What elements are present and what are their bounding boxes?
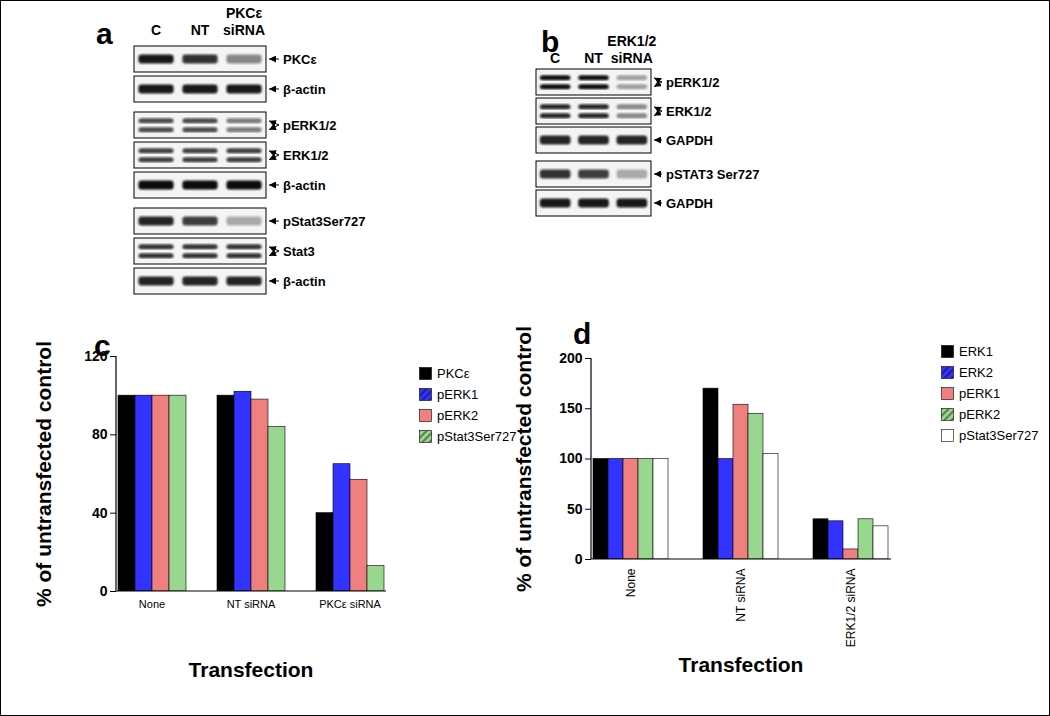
svg-text:PKCε siRNA: PKCε siRNA	[319, 598, 381, 610]
svg-text:pERK1/2: pERK1/2	[283, 118, 336, 133]
svg-text:NT siRNA: NT siRNA	[734, 569, 748, 622]
svg-text:NT: NT	[191, 22, 210, 38]
svg-text:β-actin: β-actin	[283, 274, 326, 289]
svg-text:C: C	[151, 22, 161, 38]
svg-text:Transfection: Transfection	[189, 658, 314, 681]
svg-text:150: 150	[559, 400, 583, 416]
svg-text:0: 0	[100, 583, 108, 599]
svg-text:GAPDH: GAPDH	[666, 133, 713, 148]
svg-text:100: 100	[559, 450, 583, 466]
svg-text:NT siRNA: NT siRNA	[227, 598, 276, 610]
svg-text:Transfection: Transfection	[679, 653, 804, 676]
svg-text:PKCε: PKCε	[226, 5, 263, 21]
svg-text:pERK1/2: pERK1/2	[666, 75, 719, 90]
svg-text:50: 50	[567, 501, 583, 517]
svg-text:PKCε: PKCε	[283, 52, 317, 67]
svg-text:None: None	[139, 598, 165, 610]
svg-text:NT: NT	[584, 50, 603, 66]
svg-text:pStat3Ser727: pStat3Ser727	[283, 214, 365, 229]
svg-text:β-actin: β-actin	[283, 178, 326, 193]
svg-text:pSTAT3 Ser727: pSTAT3 Ser727	[666, 167, 759, 182]
svg-text:80: 80	[92, 426, 108, 442]
svg-text:0: 0	[575, 551, 583, 567]
svg-text:β-actin: β-actin	[283, 82, 326, 97]
svg-text:% of untransfected control: % of untransfected control	[512, 326, 535, 592]
svg-text:GAPDH: GAPDH	[666, 196, 713, 211]
svg-text:40: 40	[92, 505, 108, 521]
svg-text:ERK1/2: ERK1/2	[283, 148, 329, 163]
svg-text:Stat3: Stat3	[283, 244, 315, 259]
svg-text:ERK1/2: ERK1/2	[666, 104, 712, 119]
svg-text:200: 200	[559, 350, 583, 366]
svg-text:% of untransfected control: % of untransfected control	[32, 341, 55, 607]
svg-text:ERK1/2: ERK1/2	[607, 33, 656, 49]
svg-text:C: C	[550, 50, 560, 66]
svg-text:siRNA: siRNA	[223, 22, 265, 38]
svg-text:120: 120	[84, 348, 108, 364]
svg-text:None: None	[624, 568, 638, 597]
svg-text:ERK1/2 siRNA: ERK1/2 siRNA	[844, 569, 858, 648]
svg-text:siRNA: siRNA	[611, 50, 653, 66]
